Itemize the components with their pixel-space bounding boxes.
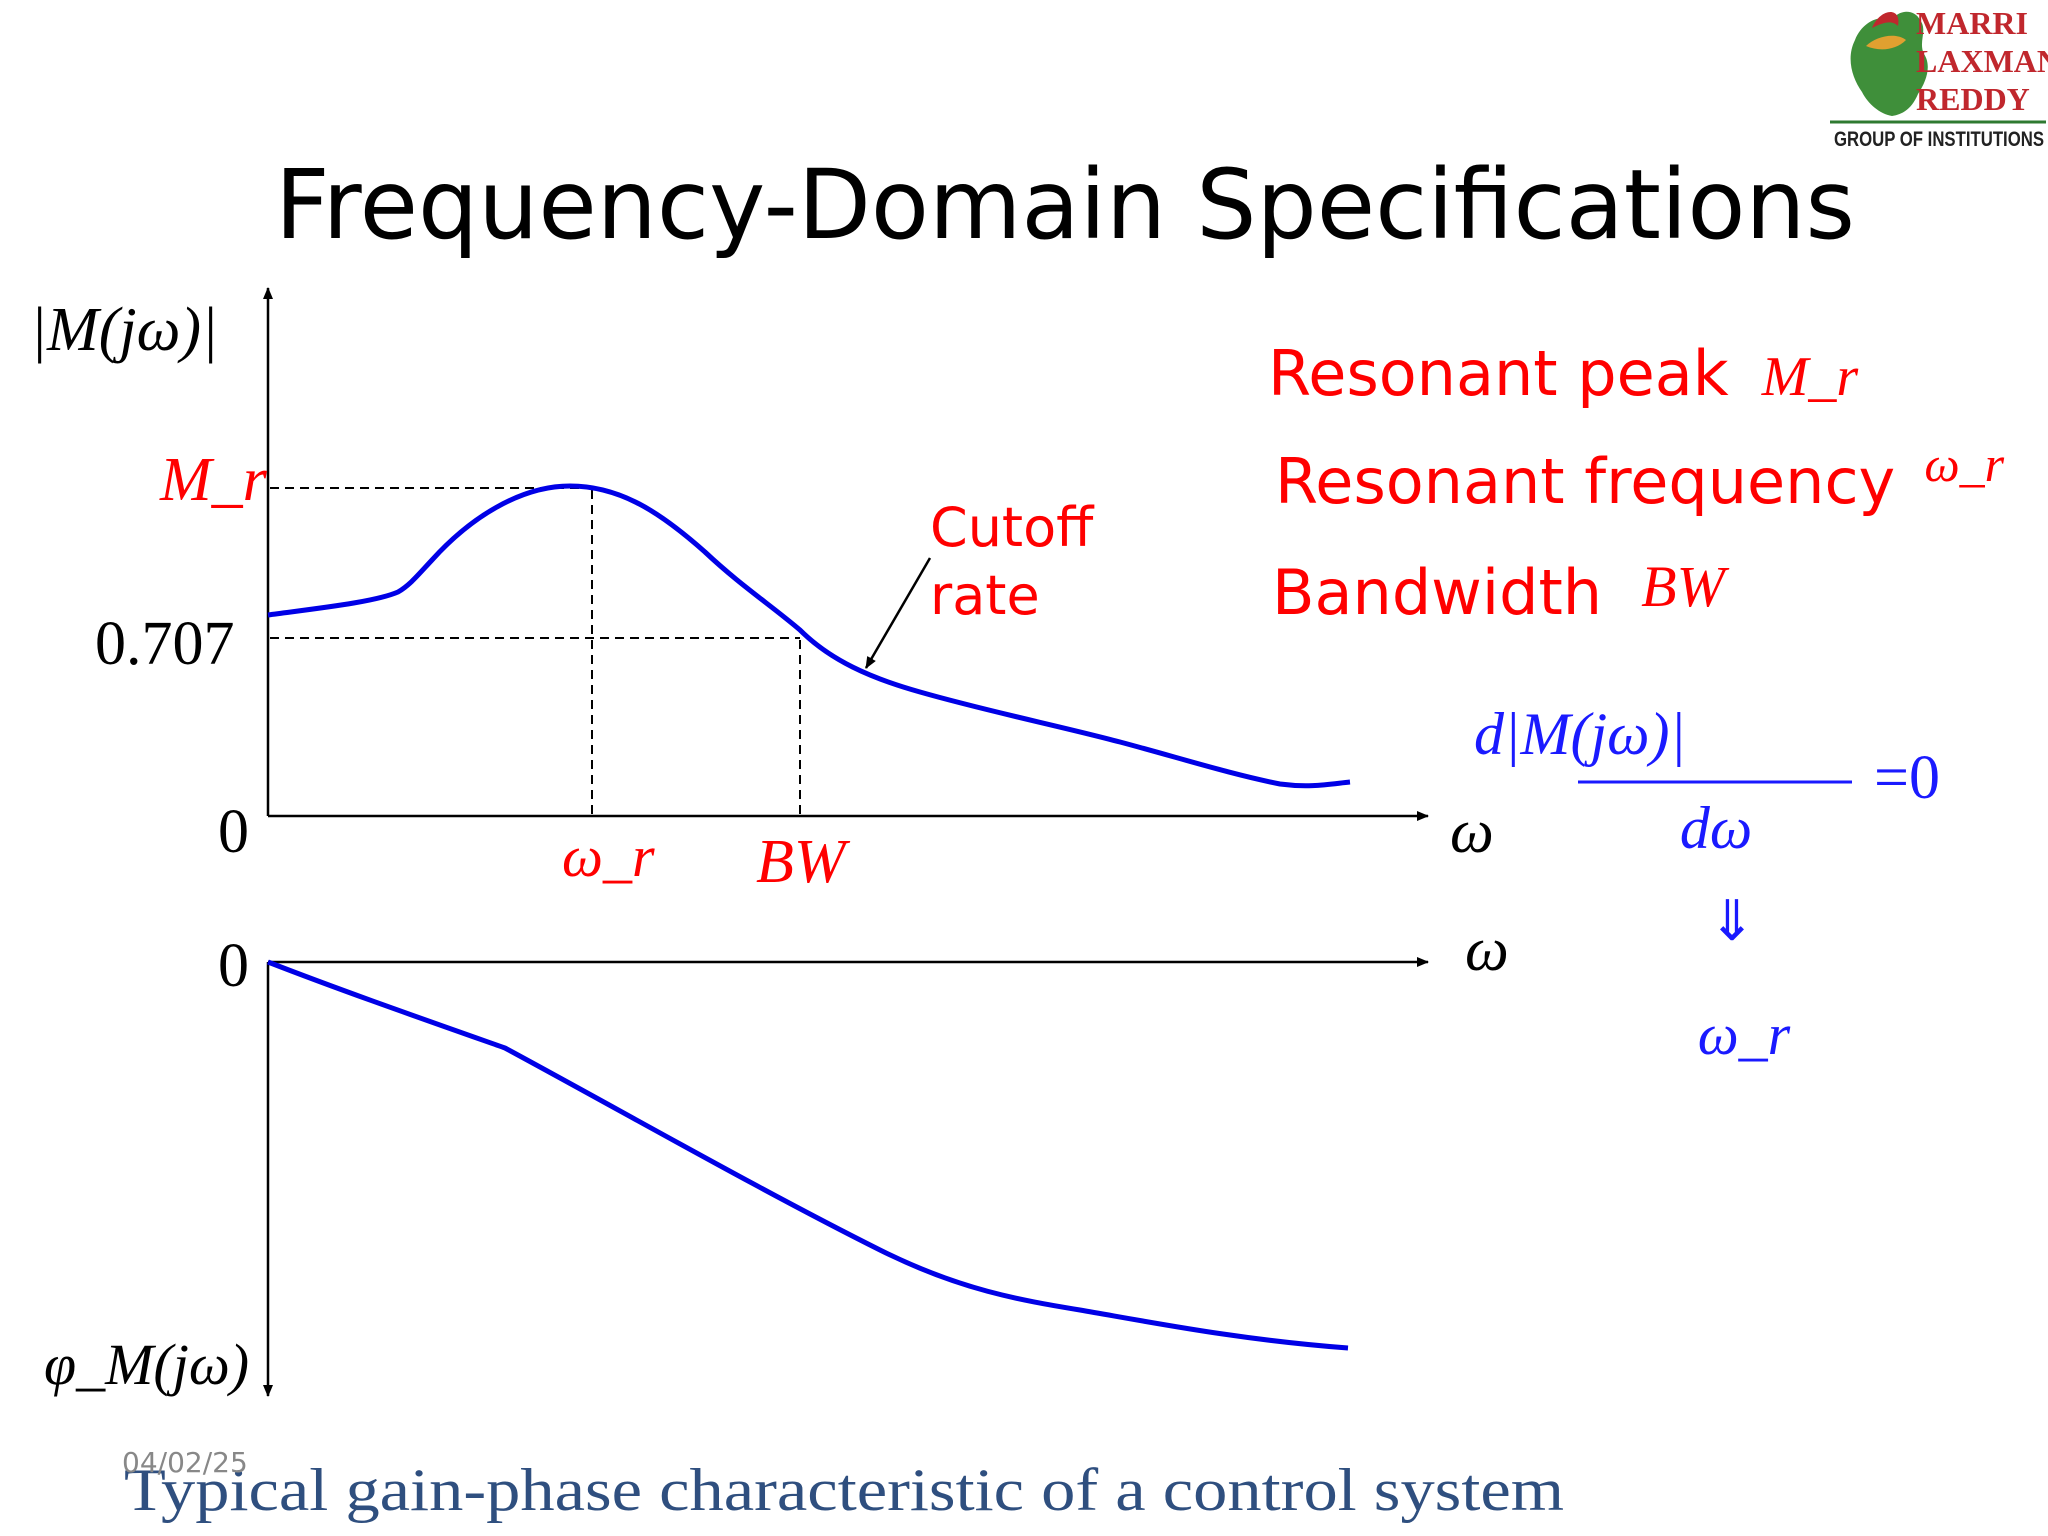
cutoff-label-line2: rate — [930, 564, 1040, 627]
logo-line1: MARRI — [1916, 5, 2028, 41]
logo-line3: REDDY — [1916, 81, 2030, 117]
spec-resonant-frequency: Resonant frequency ω_r — [1275, 436, 2005, 518]
gain-curve — [267, 483, 1351, 789]
phase-curve — [267, 959, 1349, 1351]
equation-implies-arrow: ⇓ — [1709, 891, 1756, 953]
equation-rhs: =0 — [1874, 744, 1940, 812]
spec-resonant-peak-label: Resonant peak — [1268, 337, 1729, 410]
gain-x-axis-label: ω — [1450, 798, 1494, 866]
phase-x-axis-label: ω — [1465, 916, 1509, 984]
spec-bandwidth: Bandwidth BW — [1272, 554, 1730, 629]
spec-bandwidth-symbol: BW — [1641, 554, 1729, 619]
gain-plot: |M(jω)| M_r 0.707 0 ω ω_r BW Cutoff rate — [30, 287, 1494, 896]
derivative-equation: d|M(jω)| dω =0 ⇓ ω_r — [1474, 701, 1940, 1067]
equation-denominator: dω — [1680, 795, 1752, 861]
logo-map-accent — [1866, 35, 1906, 50]
spec-bandwidth-label: Bandwidth — [1272, 556, 1602, 629]
logo-tagline: GROUP OF INSTITUTIONS — [1834, 128, 2044, 151]
logo-line2: LAXMAN — [1916, 43, 2048, 79]
y-tick-mr: M_r — [159, 446, 268, 514]
equation-result: ω_r — [1698, 1002, 1791, 1067]
spec-resonant-peak: Resonant peak M_r — [1268, 337, 1858, 410]
slide-caption: Typical gain-phase characteristic of a c… — [124, 1457, 1564, 1523]
y-tick-mr-text: M_r — [159, 446, 268, 514]
logo-map-emblem — [1850, 11, 1928, 116]
y-tick-0707: 0.707 — [95, 610, 235, 678]
phase-y-axis-label: φ_M(jω) — [44, 1332, 249, 1397]
spec-resonant-frequency-label: Resonant frequency — [1275, 445, 1895, 518]
phase-plot: 0 ω φ_M(jω) — [44, 916, 1509, 1397]
spec-resonant-peak-symbol: M_r — [1761, 346, 1859, 408]
gain-y-tick-zero: 0 — [218, 798, 249, 866]
logo-flame-icon — [1872, 11, 1899, 28]
spec-resonant-frequency-symbol: ω_r — [1924, 436, 2004, 492]
cutoff-arrow — [864, 557, 932, 669]
gain-y-axis-label: |M(jω)| — [30, 296, 218, 364]
x-tick-wr: ω_r — [562, 824, 655, 889]
gain-y-axis-label-text: |M(jω)| — [30, 296, 218, 364]
slide-title: Frequency-Domain Specifications — [275, 149, 1855, 261]
cutoff-label-line1: Cutoff — [930, 496, 1095, 559]
specs-list: Resonant peak M_r Resonant frequency ω_r… — [1268, 337, 2005, 629]
x-tick-bw: BW — [756, 828, 851, 896]
slide-date: 04/02/25 — [122, 1446, 248, 1479]
equation-numerator: d|M(jω)| — [1474, 701, 1686, 767]
institution-logo: MARRI LAXMAN REDDY GROUP OF INSTITUTIONS — [1830, 5, 2048, 151]
phase-y-tick-zero: 0 — [218, 932, 249, 1000]
